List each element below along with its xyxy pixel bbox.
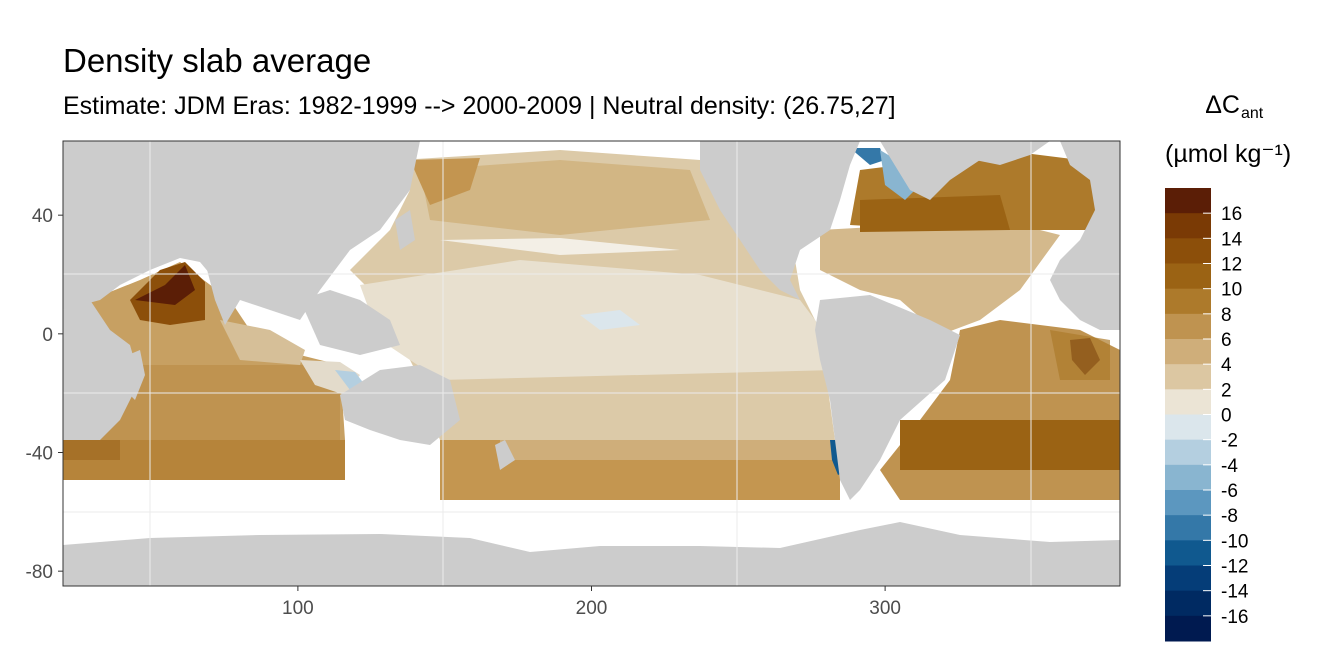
antarctica bbox=[63, 522, 1120, 586]
colorbar-swatch bbox=[1165, 188, 1211, 214]
colorbar-label: -2 bbox=[1221, 431, 1238, 452]
colorbar-swatch bbox=[1165, 213, 1211, 239]
colorbar-swatch bbox=[1165, 590, 1211, 617]
colorbar-label: 0 bbox=[1221, 406, 1232, 427]
colorbar-label: 10 bbox=[1221, 280, 1242, 301]
colorbar-label: -8 bbox=[1221, 506, 1238, 527]
colorbar-label: -16 bbox=[1221, 607, 1248, 628]
colorbar-label: 8 bbox=[1221, 305, 1232, 326]
gridlines bbox=[63, 141, 1120, 586]
colorbar-label: 2 bbox=[1221, 380, 1232, 401]
colorbar-label: -6 bbox=[1221, 481, 1238, 502]
map-panel bbox=[63, 141, 1120, 586]
y-tick-label: 40 bbox=[32, 206, 53, 227]
legend-title-sub: ant bbox=[1241, 105, 1264, 122]
colorbar-swatch bbox=[1165, 288, 1211, 315]
colorbar-swatch bbox=[1165, 615, 1211, 642]
colorbar-label: -4 bbox=[1221, 456, 1238, 477]
colorbar-swatch bbox=[1165, 339, 1211, 365]
chart-title: Density slab average bbox=[63, 42, 372, 79]
land-masses bbox=[63, 141, 1120, 500]
y-tick-label: 0 bbox=[42, 325, 53, 346]
colorbar-swatch bbox=[1165, 490, 1211, 516]
y-tick-label: -40 bbox=[26, 444, 53, 465]
colorbar-label: 4 bbox=[1221, 355, 1232, 376]
colorbar-label: 6 bbox=[1221, 330, 1232, 351]
colorbar-label: -10 bbox=[1221, 531, 1248, 552]
ocean-fields bbox=[63, 148, 1120, 500]
legend-title-main: ΔC bbox=[1205, 91, 1240, 119]
colorbar-label: 16 bbox=[1221, 204, 1242, 225]
colorbar-swatch bbox=[1165, 515, 1211, 541]
colorbar-label: 14 bbox=[1221, 229, 1243, 250]
colorbar-swatch bbox=[1165, 439, 1211, 466]
y-tick-label: -80 bbox=[26, 562, 53, 583]
x-tick-label: 100 bbox=[282, 598, 314, 619]
x-tick-label: 200 bbox=[576, 598, 608, 619]
colorbar-legend: ΔC ant (µmol kg⁻¹) 16 14 12 10 8 6 4 2 0 -2 -4 -6 -8… bbox=[1165, 91, 1291, 642]
colorbar-label: -14 bbox=[1221, 582, 1249, 603]
x-tick-label: 300 bbox=[869, 598, 901, 619]
colorbar-swatch bbox=[1165, 565, 1211, 592]
colorbar-swatch bbox=[1165, 313, 1211, 340]
legend-title-units: (µmol kg⁻¹) bbox=[1165, 140, 1291, 168]
colorbar-swatch bbox=[1165, 389, 1211, 415]
colorbar-swatch bbox=[1165, 238, 1211, 264]
colorbar-swatch bbox=[1165, 364, 1211, 390]
colorbar-swatch bbox=[1165, 464, 1211, 491]
chart-subtitle: Estimate: JDM Eras: 1982-1999 --> 2000-2… bbox=[63, 92, 896, 120]
colorbar-swatch bbox=[1165, 263, 1211, 290]
colorbar-swatch bbox=[1165, 540, 1211, 566]
colorbar-label: 12 bbox=[1221, 255, 1242, 276]
colorbar-swatch bbox=[1165, 414, 1211, 441]
colorbar-label: -12 bbox=[1221, 557, 1248, 578]
